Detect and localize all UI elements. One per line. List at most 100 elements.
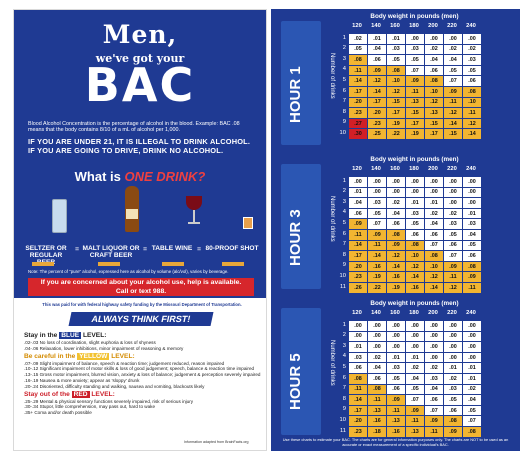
bac-cell: .12 xyxy=(386,85,406,98)
bac-info-panel: Men, we've got your BAC Blood Alcohol Co… xyxy=(13,9,267,451)
bac-cell: .09 xyxy=(443,85,463,98)
bac-cell: .09 xyxy=(443,425,463,438)
bac-cell: .03 xyxy=(462,54,482,66)
bac-cell: .01 xyxy=(386,33,406,45)
table-row: .14.12.10.09.08.07.06 xyxy=(348,75,482,87)
weight-header: 200 xyxy=(428,310,438,316)
drink-count: 6 xyxy=(342,230,346,237)
bac-cell: .09 xyxy=(367,228,387,241)
bac-cell: .05 xyxy=(462,404,482,417)
level-item: .04-.06 Relaxation, lower inhibitions, m… xyxy=(24,345,184,351)
table-row: .08.06.05.04.03.02.01 xyxy=(348,372,482,385)
bac-cell: .00 xyxy=(405,330,425,343)
bac-cell: .05 xyxy=(443,64,463,77)
drink-count: 8 xyxy=(342,251,346,258)
bac-cell: .08 xyxy=(386,228,406,241)
drink-count: 7 xyxy=(342,241,346,248)
bac-cell: .03 xyxy=(405,207,425,220)
table-row: .17.14.12.11.10.09.08 xyxy=(348,85,482,98)
equals-sign: = xyxy=(143,246,147,253)
drink-count: 5 xyxy=(342,219,346,226)
table-row: .26.22.19.16.14.12.11 xyxy=(348,281,482,294)
red-level-heading: Stay out of the RED LEVEL: xyxy=(24,390,262,399)
bac-cell: .00 xyxy=(405,320,425,332)
bac-cell: .00 xyxy=(405,186,425,199)
bac-cell: .00 xyxy=(443,176,463,188)
table-row: .00.00.00.00.00.00.00 xyxy=(348,176,482,188)
bac-cell: .06 xyxy=(386,218,406,230)
bac-cell: .19 xyxy=(386,117,406,130)
bac-table: .02.01.01.00.00.00.00.05.04.03.03.02.02.… xyxy=(348,33,482,140)
heading-text: Be careful in the xyxy=(24,352,76,360)
bac-cell: .06 xyxy=(386,383,406,396)
bac-cell: .11 xyxy=(462,281,482,294)
bac-cell: .23 xyxy=(348,425,368,438)
bac-cell: .04 xyxy=(424,218,444,230)
drink-count: 3 xyxy=(342,198,346,205)
bac-cell: .03 xyxy=(348,351,368,364)
bac-cell: .01 xyxy=(405,197,425,209)
weight-header: 240 xyxy=(466,23,476,29)
drink-count: 4 xyxy=(342,353,346,360)
bac-cell: .09 xyxy=(443,260,463,273)
red-highlight: RED xyxy=(71,390,90,398)
bac-cell: .02 xyxy=(386,197,406,209)
drink-count: 9 xyxy=(342,262,346,269)
bac-cell: .01 xyxy=(462,207,482,220)
bac-cell: .13 xyxy=(405,96,425,109)
weight-header: 220 xyxy=(447,310,457,316)
bac-cell: .14 xyxy=(348,75,368,87)
drink-count: 10 xyxy=(339,129,346,136)
always-think-first-banner: ALWAYS THINK FIRST! xyxy=(68,312,214,326)
bac-cell: .02 xyxy=(443,43,463,56)
table-row: .05.04.03.03.02.02.02 xyxy=(348,43,482,56)
bac-cell: .23 xyxy=(348,271,368,283)
bac-cell: .09 xyxy=(405,75,425,87)
bac-cell: .15 xyxy=(405,107,425,119)
level-item: .02-.03 No loss of coordination, slight … xyxy=(24,340,156,345)
bac-cell: .00 xyxy=(348,320,368,332)
equals-sign: = xyxy=(75,246,79,253)
weight-header: 140 xyxy=(371,23,381,29)
bac-cell: .06 xyxy=(443,239,463,252)
bac-cell: .00 xyxy=(443,320,463,332)
level-item: .35+ Coma and/or death possible xyxy=(24,410,92,416)
bac-cell: .17 xyxy=(367,96,387,109)
bac-cell: .07 xyxy=(462,415,482,427)
bac-cell: .06 xyxy=(348,362,368,374)
bac-cell: .05 xyxy=(443,394,463,406)
bac-cell: .12 xyxy=(386,250,406,262)
bac-cell: .00 xyxy=(367,330,387,343)
bac-cell: .04 xyxy=(462,394,482,406)
level-item: .16-.19 Nausea & more anxiety; appear as… xyxy=(24,377,140,383)
bac-cell: .16 xyxy=(386,425,406,438)
bac-cell: .00 xyxy=(424,351,444,364)
table-row: .08.06.05.05.04.04.03 xyxy=(348,54,482,66)
bac-chart-panel: HOUR 1 Number of drinks Body weight in pou… xyxy=(271,9,520,451)
body-weight-title: Body weight in pounds (men) xyxy=(370,300,459,307)
bac-cell: .10 xyxy=(424,85,444,98)
bac-cell: .09 xyxy=(405,404,425,417)
drink-count: 2 xyxy=(342,45,346,52)
bac-cell: .20 xyxy=(348,260,368,273)
bac-cell: .00 xyxy=(405,33,425,45)
bac-cell: .08 xyxy=(386,64,406,77)
bac-cell: .01 xyxy=(443,362,463,374)
bac-table: .00.00.00.00.00.00.00.01.00.00.00.00.00.… xyxy=(348,176,482,294)
level-item: .07-.09 Slight impairment of balance, sp… xyxy=(24,360,225,366)
drink-count: 7 xyxy=(342,98,346,105)
bac-cell: .02 xyxy=(462,43,482,56)
decorative-block xyxy=(281,164,321,289)
heading-text: Stay in the xyxy=(24,332,58,339)
drink-count: 2 xyxy=(342,332,346,339)
bac-cell: .00 xyxy=(462,330,482,343)
header-banner xyxy=(14,10,266,298)
bac-cell: .09 xyxy=(386,394,406,406)
bac-cell: .18 xyxy=(367,425,387,438)
bac-cell: .23 xyxy=(367,117,387,130)
bac-cell: .00 xyxy=(386,341,406,353)
source-credit: Information adapted from BrainFacts.org xyxy=(184,440,249,444)
table-row: .27.23.19.17.15.14.12 xyxy=(348,117,482,130)
drink-count: 5 xyxy=(342,363,346,370)
bac-cell: .02 xyxy=(443,372,463,385)
